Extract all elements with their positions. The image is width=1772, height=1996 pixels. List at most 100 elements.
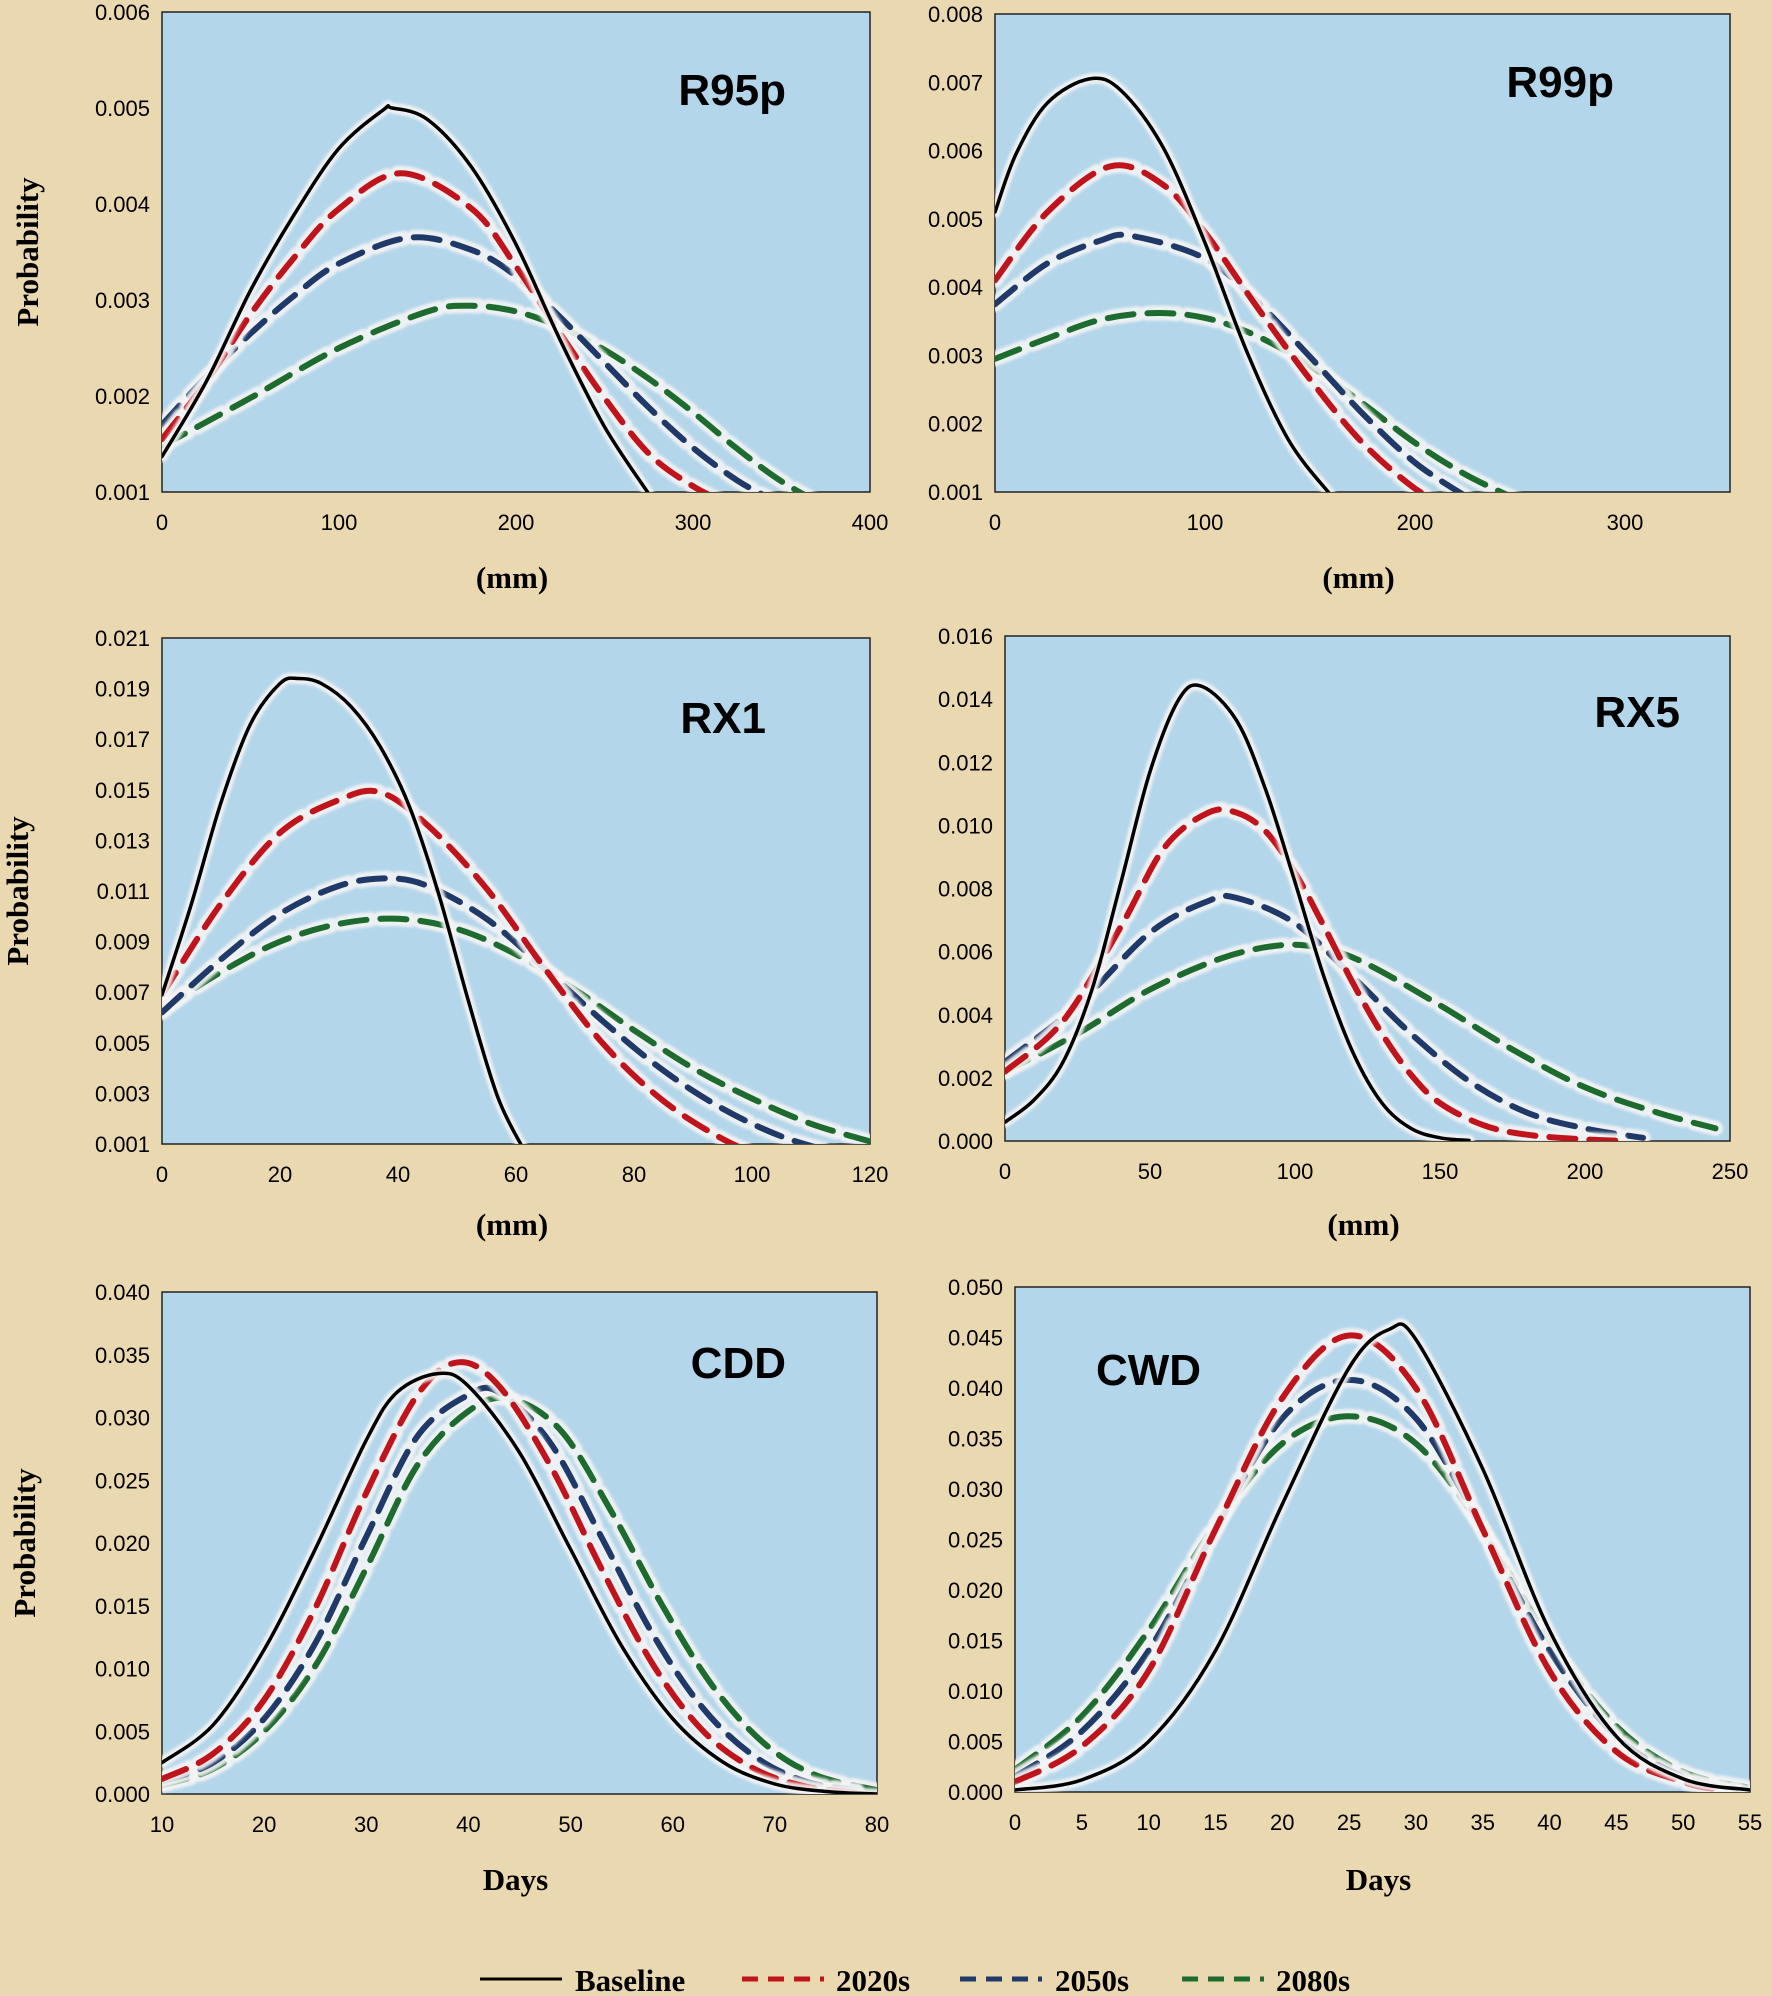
series-line-2020s: [162, 787, 740, 1144]
panel-title: CWD: [1096, 1346, 1201, 1395]
x-tick-label: 400: [852, 510, 889, 535]
series-line-2050s: [162, 875, 816, 1144]
y-tick-label: 0.006: [928, 139, 983, 164]
series-line-2020s: [162, 1359, 860, 1794]
y-tick-label: 0.019: [95, 677, 150, 702]
y-tick-label: 0.000: [938, 1129, 993, 1154]
series-line-2080s: [995, 310, 1508, 492]
y-tick-label: 0.010: [95, 1657, 150, 1682]
x-axis-title: (mm): [1322, 560, 1394, 595]
y-tick-label: 0.001: [928, 480, 983, 505]
panel-title: RX1: [680, 694, 766, 743]
panel-title: R95p: [678, 66, 786, 115]
y-tick-label: 0.007: [95, 980, 150, 1005]
y-tick-label: 0.001: [95, 480, 150, 505]
y-tick-label: 0.025: [95, 1468, 150, 1493]
x-tick-label: 200: [1397, 510, 1434, 535]
legend-item-baseline: Baseline: [480, 1963, 685, 1996]
y-tick-label: 0.003: [928, 343, 983, 368]
series-line-baseline: [162, 676, 523, 1144]
y-tick-label: 0.020: [95, 1531, 150, 1556]
series-line-baseline: [1005, 683, 1471, 1141]
series-line-baseline: [162, 104, 650, 492]
series-line-baseline: [162, 1371, 877, 1794]
series-line-2020s: [1015, 1332, 1727, 1792]
y-tick-label: 0.007: [928, 70, 983, 95]
x-tick-label: 0: [999, 1159, 1011, 1184]
x-tick-label: 20: [268, 1162, 292, 1187]
x-tick-label: 60: [660, 1812, 684, 1837]
y-axis-title: Probability: [10, 177, 45, 327]
x-tick-label: 10: [150, 1812, 174, 1837]
series-line-2080s: [162, 915, 870, 1144]
x-tick-label: 55: [1738, 1810, 1762, 1835]
y-tick-label: 0.004: [95, 192, 150, 217]
legend-label: 2050s: [1055, 1963, 1129, 1996]
x-tick-label: 0: [156, 510, 168, 535]
x-tick-label: 80: [865, 1812, 889, 1837]
y-tick-label: 0.002: [928, 412, 983, 437]
plot-area: [161, 637, 871, 1145]
x-tick-label: 5: [1076, 1810, 1088, 1835]
x-tick-label: 0: [1009, 1810, 1021, 1835]
y-tick-label: 0.006: [938, 940, 993, 965]
y-tick-label: 0.020: [948, 1578, 1003, 1603]
y-tick-label: 0.030: [95, 1406, 150, 1431]
x-tick-label: 25: [1337, 1810, 1361, 1835]
y-tick-label: 0.005: [928, 207, 983, 232]
panel-rx5: 0.000 0.002 0.004 0.006 0.008 0.010 0.012 0.014…: [938, 624, 1748, 1242]
legend-item-2080s: 2080s: [1182, 1963, 1350, 1996]
y-tick-label: 0.008: [938, 877, 993, 902]
series-line-2050s: [162, 234, 765, 492]
x-axis-title: Days: [483, 1862, 548, 1897]
panel-r95p: 0.001 0.002 0.003 0.004 0.005 0.006 0 100 200 300…: [10, 0, 888, 595]
x-tick-label: 300: [1607, 510, 1644, 535]
series-group: [995, 72, 1519, 492]
x-tick-label: 120: [852, 1162, 889, 1187]
y-tick-label: 0.005: [95, 1031, 150, 1056]
y-axis-title: Probability: [0, 816, 35, 966]
y-tick-label: 0.015: [95, 778, 150, 803]
y-tick-label: 0.000: [948, 1780, 1003, 1805]
series-group: [162, 1354, 877, 1794]
x-axis-title: (mm): [476, 560, 548, 595]
y-tick-label: 0.003: [95, 288, 150, 313]
y-tick-label: 0.006: [95, 0, 150, 25]
x-axis-title: Days: [1346, 1862, 1411, 1897]
y-tick-label: 0.009: [95, 930, 150, 955]
y-tick-label: 0.010: [948, 1679, 1003, 1704]
x-tick-label: 150: [1422, 1159, 1459, 1184]
panel-cwd: 0.000 0.005 0.010 0.015 0.020 0.025 0.030 0.035…: [948, 1275, 1762, 1897]
series-line-2020s: [162, 170, 711, 492]
y-tick-label: 0.003: [95, 1081, 150, 1106]
panel-title: RX5: [1594, 688, 1680, 737]
y-tick-label: 0.040: [95, 1280, 150, 1305]
y-tick-label: 0.017: [95, 727, 150, 752]
y-tick-label: 0.040: [948, 1376, 1003, 1401]
x-axis-title: (mm): [1327, 1207, 1399, 1242]
y-tick-label: 0.045: [948, 1326, 1003, 1351]
y-tick-label: 0.012: [938, 750, 993, 775]
y-axis-title: Probability: [7, 1468, 42, 1618]
x-tick-label: 20: [252, 1812, 276, 1837]
x-tick-label: 300: [675, 510, 712, 535]
series-group: [162, 100, 815, 492]
series-group: [1005, 679, 1723, 1141]
legend-label: 2020s: [836, 1963, 910, 1996]
y-tick-label: 0.013: [95, 828, 150, 853]
y-tick-label: 0.010: [938, 813, 993, 838]
y-tick-label: 0.005: [948, 1730, 1003, 1755]
y-tick-label: 0.030: [948, 1477, 1003, 1502]
y-tick-label: 0.004: [928, 275, 983, 300]
y-tick-label: 0.016: [938, 624, 993, 649]
legend-item-2020s: 2020s: [742, 1963, 910, 1996]
x-tick-label: 80: [622, 1162, 646, 1187]
y-tick-label: 0.005: [95, 1719, 150, 1744]
y-tick-label: 0.014: [938, 687, 993, 712]
y-tick-label: 0.050: [948, 1275, 1003, 1300]
series-line-baseline: [1015, 1322, 1750, 1792]
x-tick-label: 50: [1138, 1159, 1162, 1184]
x-tick-label: 0: [156, 1162, 168, 1187]
x-tick-label: 60: [504, 1162, 528, 1187]
